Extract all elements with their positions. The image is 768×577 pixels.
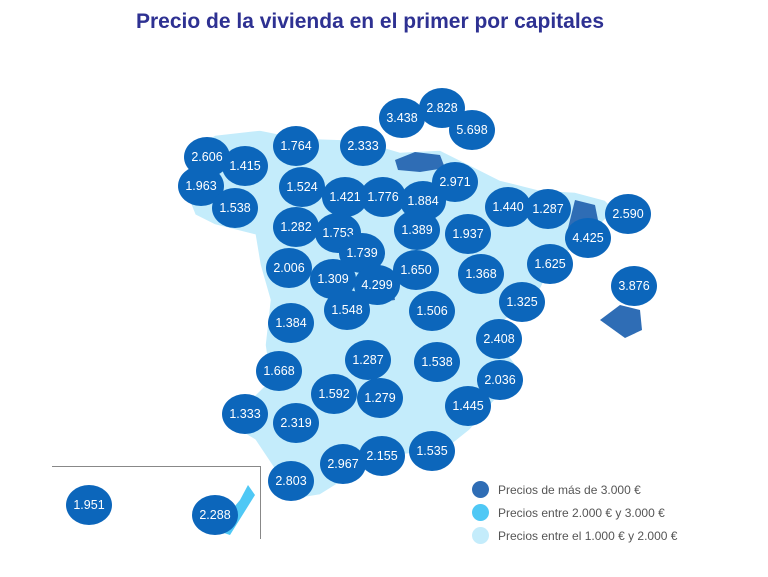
price-bubble: 1.535 [409, 431, 455, 471]
price-bubble: 2.803 [268, 461, 314, 501]
price-bubble: 1.279 [357, 378, 403, 418]
price-bubble: 1.668 [256, 351, 302, 391]
basque-region [395, 152, 445, 172]
price-bubble: 3.876 [611, 266, 657, 306]
legend-swatch [472, 481, 489, 498]
price-bubble: 3.438 [379, 98, 425, 138]
price-bubble: 1.445 [445, 386, 491, 426]
price-bubble: 1.389 [394, 210, 440, 250]
price-bubble: 1.333 [222, 394, 268, 434]
price-bubble: 1.368 [458, 254, 504, 294]
price-bubble: 1.538 [414, 342, 460, 382]
price-bubble: 2.319 [273, 403, 319, 443]
price-bubble: 2.590 [605, 194, 651, 234]
legend-swatch [472, 504, 489, 521]
price-bubble: 1.384 [268, 303, 314, 343]
price-bubble: 2.408 [476, 319, 522, 359]
price-bubble: 4.425 [565, 218, 611, 258]
price-bubble: 1.776 [360, 177, 406, 217]
legend-label: Precios entre el 1.000 € y 2.000 € [498, 528, 678, 543]
canarias-inset-frame [52, 466, 261, 539]
price-bubble: 2.967 [320, 444, 366, 484]
price-bubble: 5.698 [449, 110, 495, 150]
legend-label: Precios de más de 3.000 € [498, 482, 641, 497]
price-bubble: 1.415 [222, 146, 268, 186]
price-bubble: 1.625 [527, 244, 573, 284]
legend-swatch [472, 527, 489, 544]
price-bubble: 1.650 [393, 250, 439, 290]
price-bubble: 2.006 [266, 248, 312, 288]
price-bubble: 1.951 [66, 485, 112, 525]
price-bubble: 1.440 [485, 187, 531, 227]
legend-label: Precios entre 2.000 € y 3.000 € [498, 505, 665, 520]
price-bubble: 1.282 [273, 207, 319, 247]
legend-item-low: Precios entre el 1.000 € y 2.000 € [472, 524, 677, 547]
price-bubble: 2.155 [359, 436, 405, 476]
price-bubble: 1.287 [525, 189, 571, 229]
price-bubble: 1.764 [273, 126, 319, 166]
map-title: Precio de la vivienda en el primer por c… [135, 10, 605, 33]
price-bubble: 1.524 [279, 167, 325, 207]
price-bubble: 1.538 [212, 188, 258, 228]
legend: Precios de más de 3.000 € Precios entre … [472, 478, 677, 547]
price-bubble: 1.548 [324, 290, 370, 330]
price-bubble: 1.506 [409, 291, 455, 331]
price-bubble: 1.325 [499, 282, 545, 322]
price-bubble: 1.287 [345, 340, 391, 380]
mallorca-shape [600, 305, 642, 338]
price-bubble: 2.288 [192, 495, 238, 535]
legend-item-mid: Precios entre 2.000 € y 3.000 € [472, 501, 677, 524]
legend-item-high: Precios de más de 3.000 € [472, 478, 677, 501]
price-bubble: 2.333 [340, 126, 386, 166]
price-bubble: 1.937 [445, 214, 491, 254]
price-bubble: 1.592 [311, 374, 357, 414]
